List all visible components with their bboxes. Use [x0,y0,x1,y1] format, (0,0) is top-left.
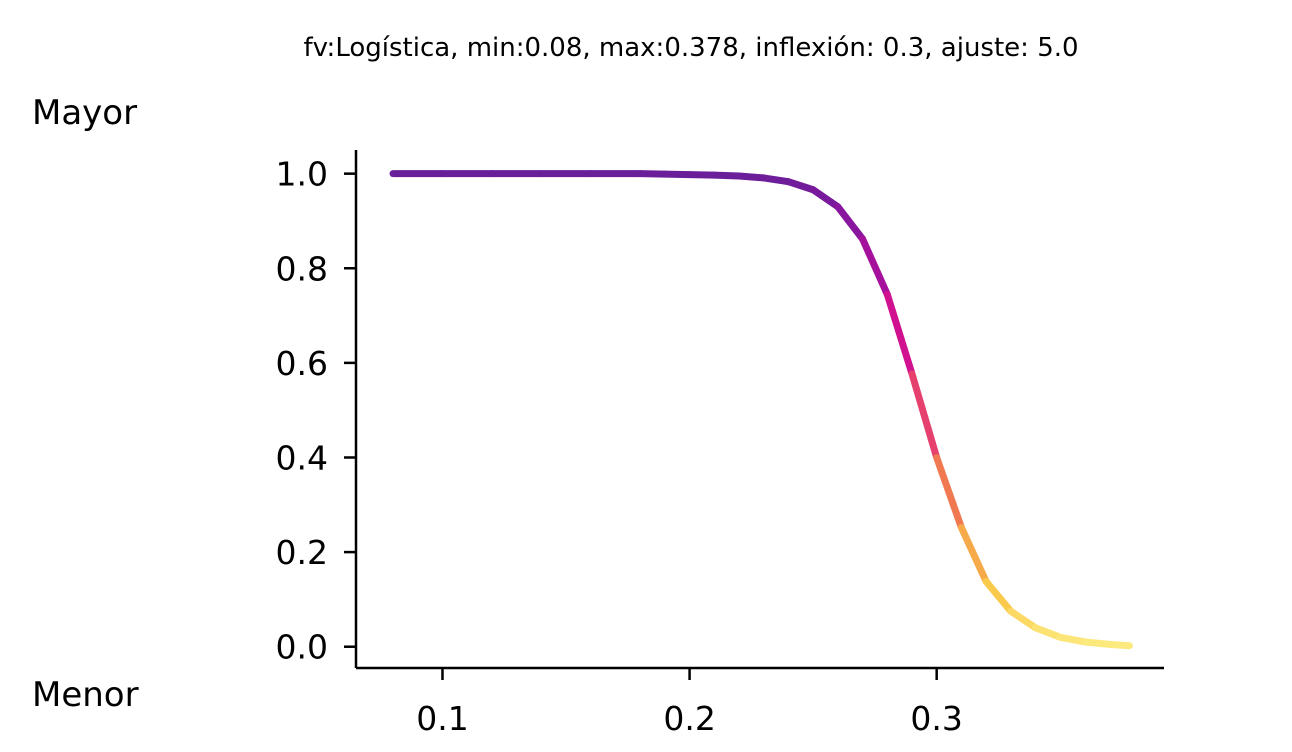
chart-title: fv:Logística, min:0.08, max:0.378, infle… [303,33,1078,63]
curve-segment [859,235,891,298]
curve-segment [982,577,1015,615]
x-tick-label: 0.3 [910,699,962,738]
y-tick-label: 1.0 [276,155,328,194]
top-side-label: Mayor [32,93,137,133]
curve-segment [784,178,817,194]
curve-layer [389,170,1133,650]
curve-segment [1056,633,1089,646]
curve-segment [809,186,842,211]
curve-segment [1106,640,1133,650]
x-tick-label: 0.2 [663,699,715,738]
curve-segment [735,172,768,182]
curve-segment [710,171,743,180]
y-tick-label: 0.2 [276,533,328,572]
x-tick-label: 0.1 [416,699,468,738]
curve-segment [1032,624,1064,641]
curve-segment [908,370,941,461]
curve-segment [1081,638,1114,648]
curve-segment [957,524,990,585]
y-tick-label: 0.6 [276,344,328,383]
curve-segment [883,290,916,378]
y-tick-label: 0.8 [276,249,328,288]
curve-segment [834,203,867,243]
curve-segment [933,453,965,532]
x-ticks: 0.1 0.2 0.3 [416,668,963,738]
curve-segment [1007,607,1040,632]
curve-segment [760,174,792,186]
y-tick-label: 0.0 [276,628,328,667]
y-ticks: 0.0 0.2 0.4 0.6 0.8 1.0 [276,155,356,667]
bottom-side-label: Menor [32,675,139,715]
y-tick-label: 0.4 [276,438,328,477]
